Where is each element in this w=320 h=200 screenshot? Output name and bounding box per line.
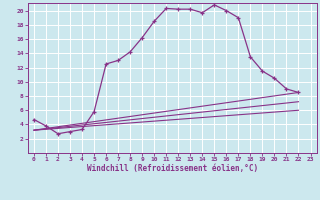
X-axis label: Windchill (Refroidissement éolien,°C): Windchill (Refroidissement éolien,°C)	[87, 164, 258, 173]
